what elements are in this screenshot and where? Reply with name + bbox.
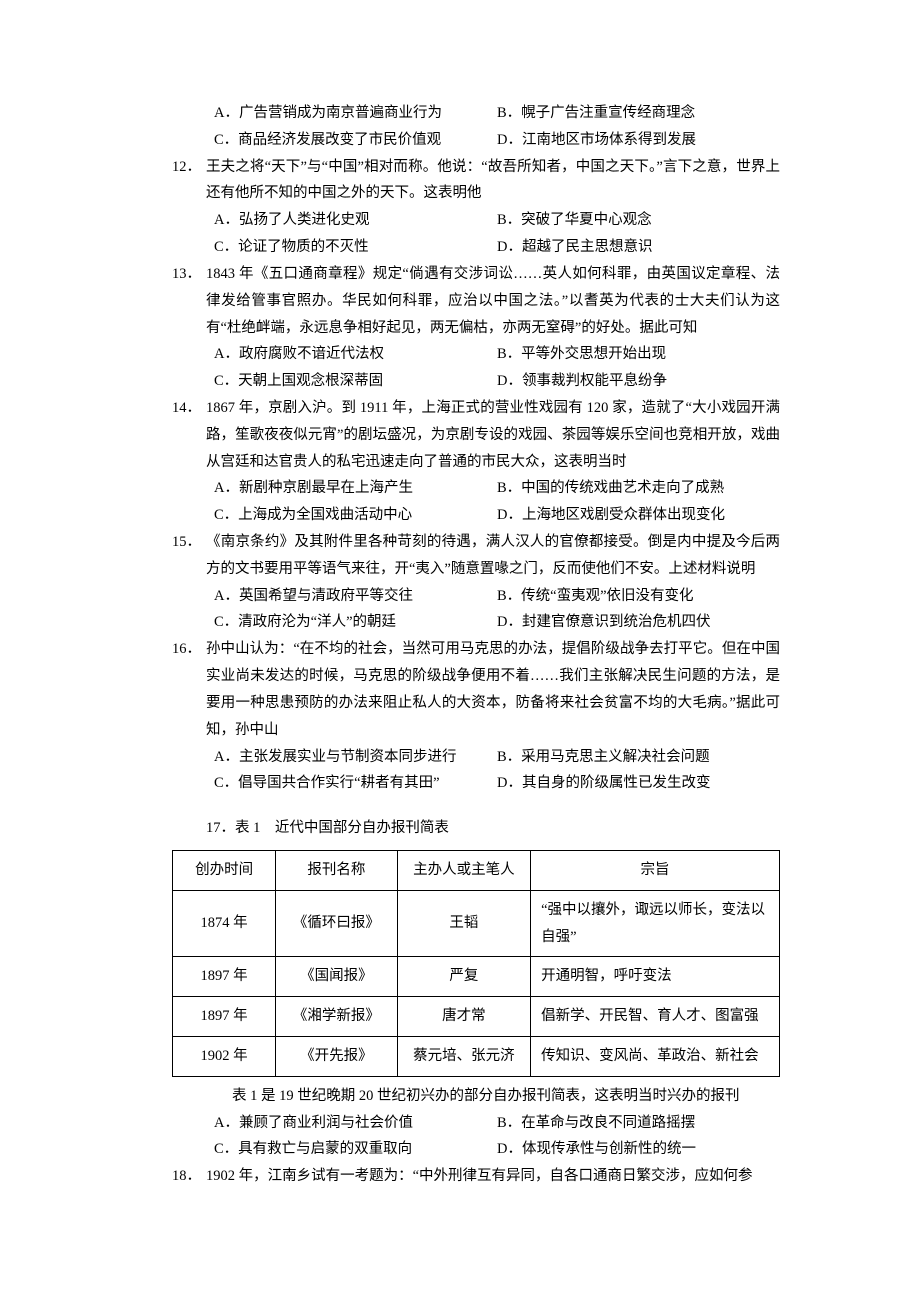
q13-number: 13． — [172, 261, 206, 341]
q11-option-a[interactable]: A．广告营销成为南京普遍商业行为 — [214, 100, 497, 127]
q14-option-b[interactable]: B．中国的传统戏曲艺术走向了成熟 — [497, 475, 780, 502]
cell: “强中以攘外，诹远以师长，变法以自强” — [531, 890, 780, 957]
cell: 开通明智，呼吁变法 — [531, 957, 780, 997]
col-header-name: 报刊名称 — [276, 850, 397, 890]
cell: 严复 — [397, 957, 531, 997]
cell: 传知识、变风尚、革政治、新社会 — [531, 1037, 780, 1077]
q13-option-a[interactable]: A．政府腐败不谙近代法权 — [214, 341, 497, 368]
cell: 《开先报》 — [276, 1037, 397, 1077]
cell: 蔡元培、张元济 — [397, 1037, 531, 1077]
table-row: 1902 年 《开先报》 蔡元培、张元济 传知识、变风尚、革政治、新社会 — [173, 1037, 780, 1077]
q17-caption: 表 1 是 19 世纪晚期 20 世纪初兴办的部分自办报刊简表，这表明当时兴办的… — [172, 1083, 780, 1110]
q11-option-b[interactable]: B．幌子广告注重宣传经商理念 — [497, 100, 780, 127]
col-header-editor: 主办人或主笔人 — [397, 850, 531, 890]
q13-option-d[interactable]: D．领事裁判权能平息纷争 — [497, 368, 780, 395]
cell: 1874 年 — [173, 890, 276, 957]
cell: 《国闻报》 — [276, 957, 397, 997]
q13-option-c[interactable]: C．天朝上国观念根深蒂固 — [214, 368, 497, 395]
q11-option-d[interactable]: D．江南地区市场体系得到发展 — [497, 127, 780, 154]
cell: 《湘学新报》 — [276, 997, 397, 1037]
table-row: 1897 年 《国闻报》 严复 开通明智，呼吁变法 — [173, 957, 780, 997]
q13-option-b[interactable]: B．平等外交思想开始出现 — [497, 341, 780, 368]
q15-option-b[interactable]: B．传统“蛮夷观”依旧没有变化 — [497, 583, 780, 610]
q17-option-b[interactable]: B．在革命与改良不同道路摇摆 — [497, 1110, 780, 1137]
cell: 1902 年 — [173, 1037, 276, 1077]
col-header-purpose: 宗旨 — [531, 850, 780, 890]
q12-number: 12． — [172, 154, 206, 208]
q15-option-d[interactable]: D．封建官僚意识到统治危机四伏 — [497, 609, 780, 636]
q17-option-d[interactable]: D．体现传承性与创新性的统一 — [497, 1136, 780, 1163]
q18-number: 18． — [172, 1163, 206, 1190]
q11-option-c[interactable]: C．商品经济发展改变了市民价值观 — [214, 127, 497, 154]
cell: 王韬 — [397, 890, 531, 957]
q14-stem: 1867 年，京剧入沪。到 1911 年，上海正式的营业性戏园有 120 家，造… — [206, 395, 780, 475]
cell: 唐才常 — [397, 997, 531, 1037]
cell: 《循环曰报》 — [276, 890, 397, 957]
q12-option-b[interactable]: B．突破了华夏中心观念 — [497, 207, 780, 234]
q16-stem: 孙中山认为：“在不均的社会，当然可用马克思的办法，提倡阶级战争去打平它。但在中国… — [206, 636, 780, 743]
q16-number: 16． — [172, 636, 206, 743]
q12-option-d[interactable]: D．超越了民主思想意识 — [497, 234, 780, 261]
q17-option-a[interactable]: A．兼顾了商业利润与社会价值 — [214, 1110, 497, 1137]
q13-stem: 1843 年《五口通商章程》规定“倘遇有交涉词讼……英人如何科罪，由英国议定章程… — [206, 261, 780, 341]
q14-option-c[interactable]: C．上海成为全国戏曲活动中心 — [214, 502, 497, 529]
q14-option-a[interactable]: A．新剧种京剧最早在上海产生 — [214, 475, 497, 502]
q15-option-c[interactable]: C．清政府沦为“洋人”的朝廷 — [214, 609, 497, 636]
cell: 1897 年 — [173, 957, 276, 997]
table-row: 1897 年 《湘学新报》 唐才常 倡新学、开民智、育人才、图富强 — [173, 997, 780, 1037]
q15-number: 15． — [172, 529, 206, 583]
q16-option-b[interactable]: B．采用马克思主义解决社会问题 — [497, 744, 780, 771]
q16-option-d[interactable]: D．其自身的阶级属性已发生改变 — [497, 770, 780, 797]
q16-option-c[interactable]: C．倡导国共合作实行“耕者有其田” — [214, 770, 497, 797]
q14-number: 14． — [172, 395, 206, 475]
q12-option-a[interactable]: A．弘扬了人类进化史观 — [214, 207, 497, 234]
q17-table-title: 表 1 近代中国部分自办报刊简表 — [235, 820, 449, 836]
q16-option-a[interactable]: A．主张发展实业与节制资本同步进行 — [214, 744, 497, 771]
q12-stem: 王夫之将“天下”与“中国”相对而称。他说：“故吾所知者，中国之天下。”言下之意，… — [206, 154, 780, 208]
q17-table: 创办时间 报刊名称 主办人或主笔人 宗旨 1874 年 《循环曰报》 王韬 “强… — [172, 850, 780, 1077]
table-row: 1874 年 《循环曰报》 王韬 “强中以攘外，诹远以师长，变法以自强” — [173, 890, 780, 957]
q12-option-c[interactable]: C．论证了物质的不灭性 — [214, 234, 497, 261]
q17-number: 17． — [206, 820, 235, 836]
q15-option-a[interactable]: A．英国希望与清政府平等交往 — [214, 583, 497, 610]
q15-stem: 《南京条约》及其附件里各种苛刻的待遇，满人汉人的官僚都接受。倒是内中提及今后两方… — [206, 529, 780, 583]
cell: 倡新学、开民智、育人才、图富强 — [531, 997, 780, 1037]
col-header-time: 创办时间 — [173, 850, 276, 890]
table-header-row: 创办时间 报刊名称 主办人或主笔人 宗旨 — [173, 850, 780, 890]
q14-option-d[interactable]: D．上海地区戏剧受众群体出现变化 — [497, 502, 780, 529]
q17-option-c[interactable]: C．具有救亡与启蒙的双重取向 — [214, 1136, 497, 1163]
q18-stem: 1902 年，江南乡试有一考题为：“中外刑律互有异同，自各口通商日繁交涉，应如何… — [206, 1163, 780, 1190]
cell: 1897 年 — [173, 997, 276, 1037]
